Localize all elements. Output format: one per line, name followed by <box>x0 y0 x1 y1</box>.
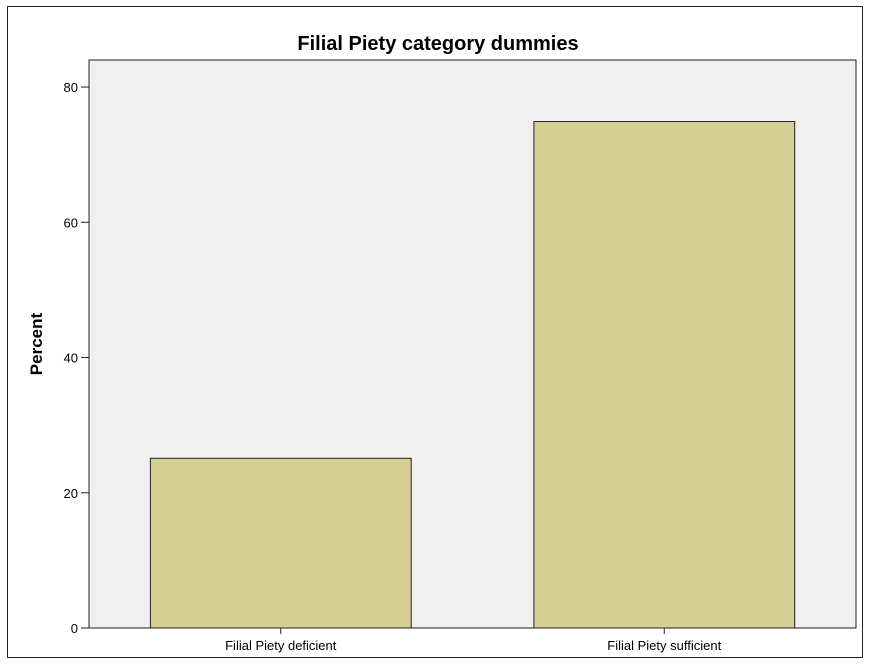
x-tick-label-0: Filial Piety deficient <box>225 638 337 653</box>
y-tick-label-4: 80 <box>64 80 78 95</box>
bar-0 <box>149 457 412 629</box>
y-tick-label-1: 20 <box>64 486 78 501</box>
y-tick-label-2: 40 <box>64 351 78 366</box>
y-axis: 0 20 40 60 80 <box>64 80 89 636</box>
bars-group <box>149 121 796 629</box>
y-tick-label-3: 60 <box>64 215 78 230</box>
x-tick-label-1: Filial Piety sufficient <box>607 638 721 653</box>
y-axis-label: Percent <box>27 312 46 375</box>
bar-1 <box>533 121 796 629</box>
y-tick-label-0: 0 <box>71 621 78 636</box>
chart-title: Filial Piety category dummies <box>297 33 578 55</box>
x-axis: Filial Piety deficient Filial Piety suffi… <box>225 628 722 653</box>
